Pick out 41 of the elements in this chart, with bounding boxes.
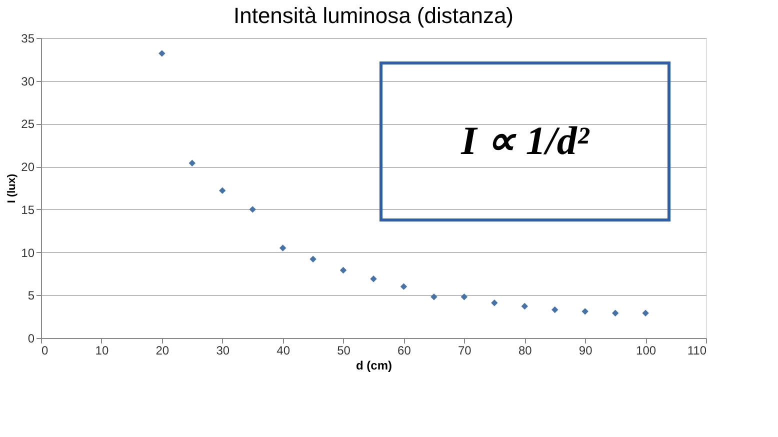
y-tick-label: 15	[21, 202, 35, 217]
y-axis-title: I (lux)	[6, 174, 18, 204]
y-tick-label: 5	[28, 288, 35, 303]
x-tick-label: 70	[458, 344, 472, 358]
y-tick-label: 10	[21, 246, 35, 260]
x-tick-label: 60	[398, 344, 412, 358]
y-tick-label: 0	[28, 332, 35, 346]
x-tick-label: 50	[337, 344, 351, 358]
point	[460, 294, 468, 300]
y-tick-label: 20	[21, 160, 35, 174]
point	[279, 244, 286, 252]
point	[552, 306, 558, 314]
x-tick-label: 80	[518, 344, 532, 358]
x-tick-label: 90	[578, 344, 593, 358]
point	[188, 160, 196, 166]
x-tick-label: 40	[276, 344, 290, 358]
y-tick-label: 30	[21, 74, 35, 88]
x-tick-label: 30	[216, 344, 230, 358]
x-tick-label: 100	[636, 344, 656, 358]
chart-title: Intensità luminosa (distanza)	[233, 3, 514, 28]
point	[340, 266, 347, 274]
x-tick-label: 20	[156, 344, 170, 358]
point	[370, 276, 377, 282]
point	[521, 302, 528, 310]
x-axis-title: d (cm)	[356, 358, 392, 372]
point	[158, 50, 166, 57]
point	[249, 206, 256, 213]
point	[491, 300, 498, 306]
x-tick-label: 10	[95, 344, 109, 358]
point	[612, 310, 619, 316]
point	[430, 294, 438, 300]
x-tick-label: 110	[687, 344, 707, 358]
x-tick-label: 0	[42, 344, 48, 358]
point	[310, 256, 316, 262]
y-tick-label: 35	[21, 32, 35, 46]
annotation: I ∝ 1/d²	[460, 118, 590, 163]
point	[219, 187, 226, 194]
point	[642, 310, 649, 316]
point	[400, 283, 408, 290]
y-tick-label: 25	[21, 117, 35, 132]
point	[582, 308, 588, 315]
